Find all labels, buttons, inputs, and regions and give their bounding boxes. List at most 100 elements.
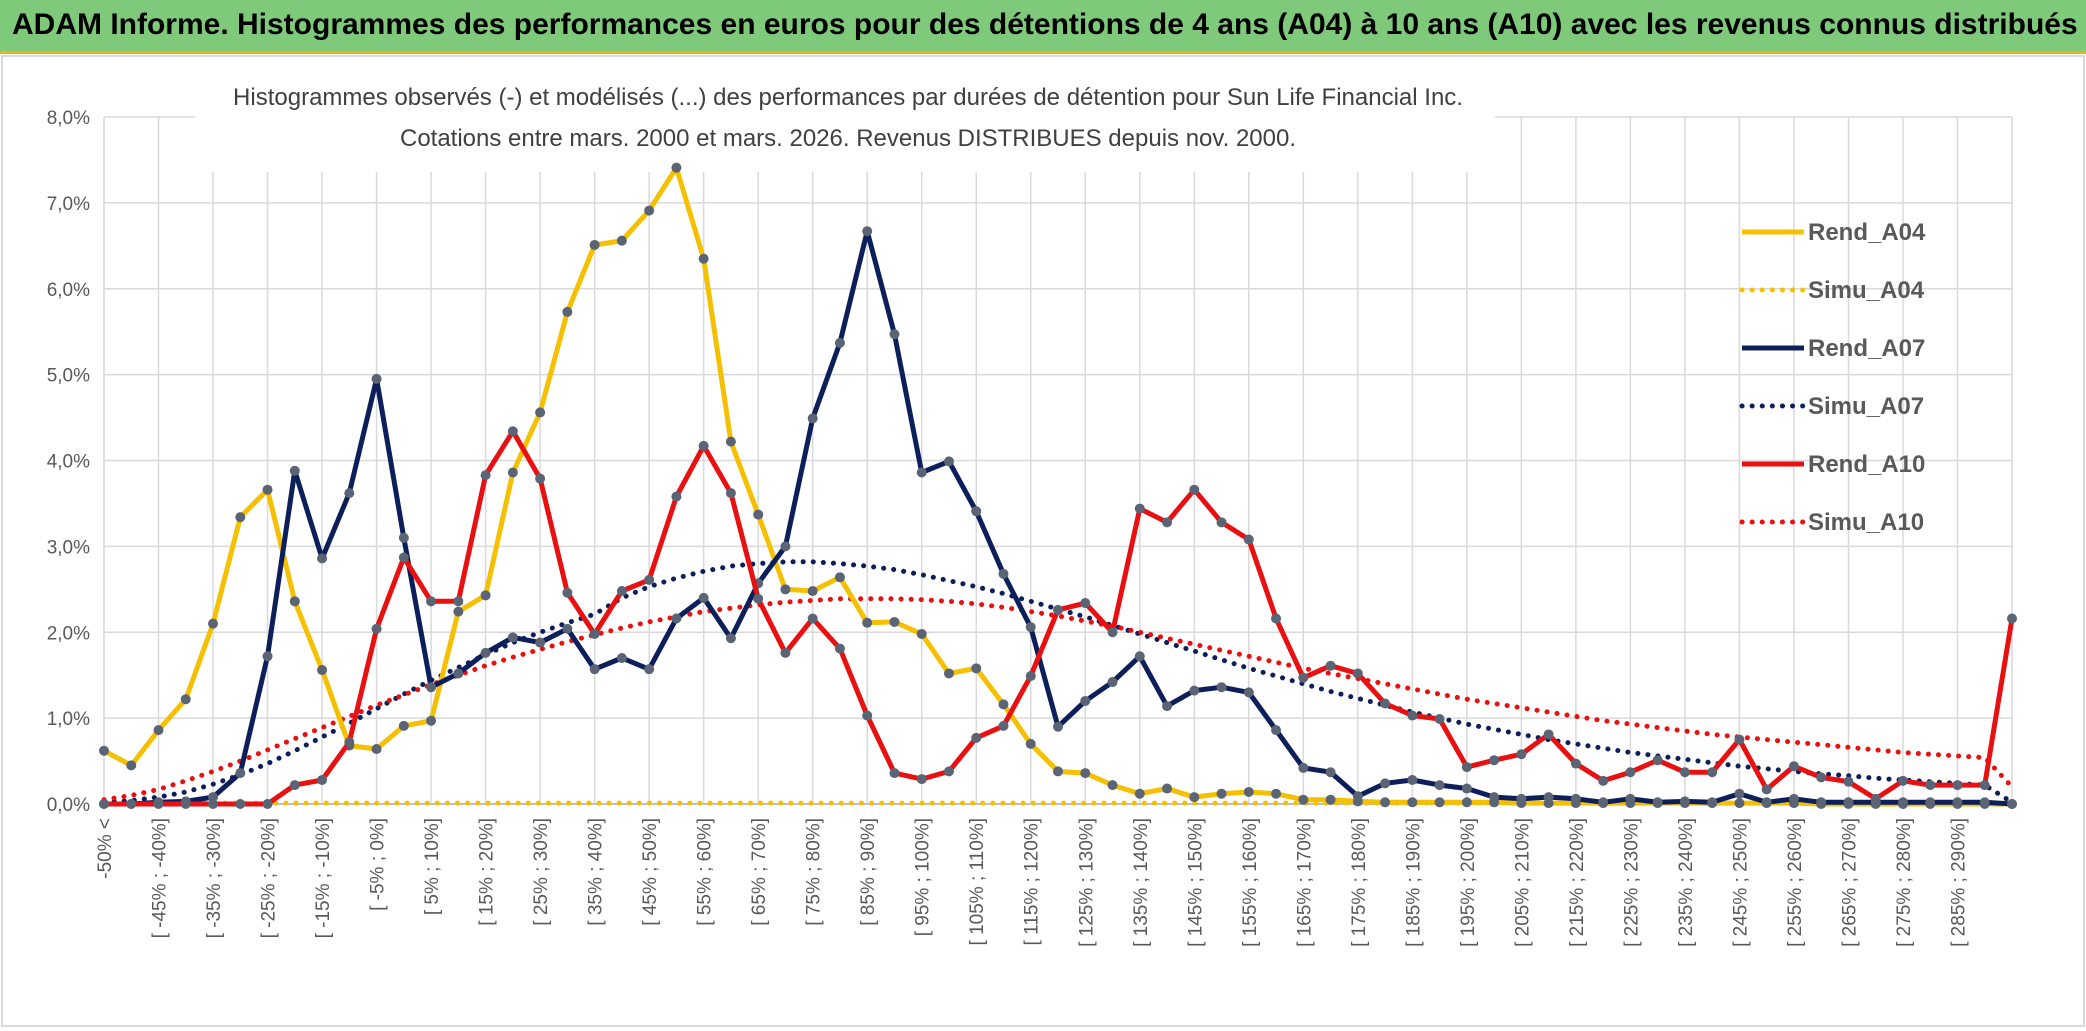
data-point-rend-a10 <box>916 774 927 785</box>
data-point-rend-a07 <box>1897 797 1908 808</box>
data-point-rend-a04 <box>698 253 709 264</box>
data-point-rend-a04 <box>807 586 818 597</box>
x-tick-label: [ 255% ; 260%] <box>1785 818 1806 947</box>
data-point-rend-a07 <box>1979 797 1990 808</box>
data-point-rend-a07 <box>235 768 246 779</box>
data-point-rend-a04 <box>862 617 873 628</box>
report-title: ADAM Informe. Histogrammes des performan… <box>12 8 2078 41</box>
chart-subtitle: Cotations entre mars. 2000 et mars. 2026… <box>400 125 1296 152</box>
data-point-rend-a04 <box>235 512 246 523</box>
data-point-rend-a07 <box>344 488 355 499</box>
data-point-rend-a07 <box>1543 792 1554 803</box>
x-tick-label: [ 65% ; 70%] <box>749 818 770 926</box>
data-point-rend-a04 <box>1325 794 1336 805</box>
data-point-rend-a04 <box>535 407 546 418</box>
data-point-rend-a07 <box>1271 725 1282 736</box>
data-point-rend-a07 <box>1652 797 1663 808</box>
data-point-rend-a10 <box>971 732 982 743</box>
data-point-rend-a07 <box>1380 778 1391 789</box>
y-tick-label: 1,0% <box>47 709 90 730</box>
data-point-rend-a10 <box>235 799 246 809</box>
data-point-rend-a07 <box>889 329 900 340</box>
data-point-rend-a07 <box>1134 651 1145 662</box>
x-tick-label: [ -15% ; -10%] <box>313 818 334 938</box>
title-backdrop <box>195 80 1495 172</box>
data-point-rend-a10 <box>1570 758 1581 769</box>
data-point-rend-a07 <box>1816 797 1827 808</box>
series-line-simu-a07 <box>101 559 2015 805</box>
data-point-rend-a04 <box>1734 798 1745 809</box>
data-point-rend-a04 <box>1243 786 1254 797</box>
data-point-rend-a07 <box>453 668 464 679</box>
data-point-rend-a04 <box>289 596 300 607</box>
data-point-rend-a07 <box>289 465 300 476</box>
data-point-rend-a07 <box>262 651 273 662</box>
data-point-rend-a10 <box>889 768 900 779</box>
data-point-rend-a07 <box>208 792 219 803</box>
data-point-rend-a10 <box>1053 604 1063 615</box>
x-tick-label: [ 15% ; 20%] <box>477 818 498 926</box>
data-point-rend-a07 <box>1325 767 1336 778</box>
data-point-rend-a04 <box>1134 788 1145 799</box>
data-point-rend-a10 <box>998 720 1009 731</box>
data-point-rend-a07 <box>1489 792 1500 803</box>
data-point-rend-a10 <box>753 593 764 604</box>
data-point-rend-a10 <box>2007 613 2017 624</box>
data-point-rend-a07 <box>1570 793 1581 804</box>
legend-label-simu-a07: Simu_A07 <box>1808 393 1924 420</box>
data-point-rend-a04 <box>1434 797 1445 808</box>
data-point-rend-a10 <box>1979 780 1990 791</box>
data-point-rend-a10 <box>1107 627 1118 638</box>
data-point-rend-a10 <box>1516 749 1527 760</box>
data-point-rend-a10 <box>1271 613 1282 624</box>
data-point-rend-a04 <box>262 484 273 495</box>
chart-title: Histogrammes observés (-) et modélisés (… <box>233 84 1463 111</box>
data-point-rend-a07 <box>1679 796 1690 807</box>
data-point-rend-a10 <box>1897 775 1908 786</box>
data-point-rend-a10 <box>1652 755 1663 766</box>
data-point-rend-a10 <box>99 799 109 809</box>
legend-label-rend-a07: Rend_A07 <box>1808 335 1925 362</box>
data-point-rend-a07 <box>1598 797 1609 808</box>
data-point-rend-a07 <box>971 506 982 517</box>
data-point-rend-a07 <box>943 456 954 467</box>
data-point-rend-a10 <box>1489 755 1500 766</box>
data-point-rend-a07 <box>1761 797 1772 808</box>
data-point-rend-a04 <box>371 744 382 755</box>
data-point-rend-a07 <box>1189 685 1200 696</box>
x-tick-label: [ 45% ; 50%] <box>640 818 661 926</box>
data-point-rend-a07 <box>1107 677 1118 688</box>
data-point-rend-a10 <box>1952 780 1963 791</box>
x-tick-label: [ 95% ; 100%] <box>913 818 934 936</box>
x-tick-label: [ 35% ; 40%] <box>586 818 607 926</box>
data-point-rend-a10 <box>1870 793 1881 804</box>
y-tick-label: 3,0% <box>47 537 90 558</box>
data-point-rend-a10 <box>426 596 437 607</box>
data-point-rend-a07 <box>1925 797 1936 808</box>
data-point-rend-a10 <box>1598 775 1609 786</box>
data-point-rend-a10 <box>562 587 573 598</box>
x-tick-label: [ 85% ; 90%] <box>858 818 879 926</box>
x-tick-label: [ 155% ; 160%] <box>1240 818 1261 947</box>
data-point-rend-a04 <box>453 606 464 617</box>
data-point-rend-a04 <box>834 572 845 583</box>
x-tick-label: [ 165% ; 170%] <box>1294 818 1315 947</box>
data-point-rend-a04 <box>317 665 328 676</box>
x-axis: -50% < [ -45% ; -40%] [ -35% ; -30%] [ -25%… <box>95 803 2012 947</box>
data-point-rend-a04 <box>153 725 164 736</box>
data-point-rend-a04 <box>1407 797 1418 808</box>
data-point-rend-a07 <box>998 568 1009 579</box>
data-point-rend-a10 <box>1734 734 1745 745</box>
x-tick-label: [ -45% ; -40%] <box>150 818 171 938</box>
x-tick-label: [ 135% ; 140%] <box>1131 818 1152 947</box>
data-point-rend-a04 <box>671 162 682 173</box>
data-point-rend-a10 <box>589 628 600 639</box>
legend-label-simu-a04: Simu_A04 <box>1808 277 1925 304</box>
data-point-rend-a10 <box>616 586 627 597</box>
data-point-rend-a07 <box>1843 797 1854 808</box>
data-point-rend-a10 <box>1816 772 1827 783</box>
data-point-rend-a04 <box>1107 780 1118 791</box>
data-point-rend-a04 <box>644 205 655 216</box>
data-point-rend-a07 <box>1216 682 1227 693</box>
data-point-rend-a10 <box>1707 767 1718 778</box>
